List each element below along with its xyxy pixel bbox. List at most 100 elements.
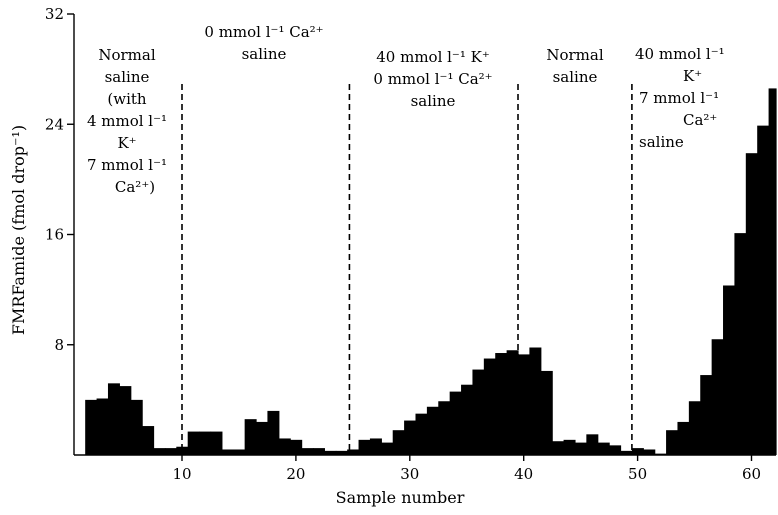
x-tick-label: 40 xyxy=(514,465,533,483)
condition-label-line: K⁺ xyxy=(117,134,136,152)
bar xyxy=(518,354,530,455)
bar xyxy=(119,386,132,455)
condition-label: Normal saline xyxy=(546,46,603,86)
bar xyxy=(563,439,576,455)
condition-label-line: saline xyxy=(411,92,456,110)
bar xyxy=(210,431,223,455)
x-tick-label: 60 xyxy=(742,465,761,483)
condition-label-line: 7 mmol l⁻¹ xyxy=(87,156,167,174)
bar xyxy=(381,442,394,455)
condition-label-line: Ca²⁺) xyxy=(115,178,155,196)
bar xyxy=(324,450,337,455)
bar xyxy=(700,375,713,455)
bar xyxy=(449,391,462,455)
condition-label-line: 40 mmol l⁻¹ xyxy=(635,45,725,63)
condition-label-line: 0 mmol l⁻¹ Ca²⁺ xyxy=(204,23,323,41)
x-tick-label: 30 xyxy=(400,465,419,483)
y-tick-label: 8 xyxy=(54,336,64,354)
bar xyxy=(688,401,701,455)
condition-label-line: Normal xyxy=(546,46,603,64)
x-tick-label: 10 xyxy=(172,465,191,483)
bar xyxy=(666,430,679,455)
bar xyxy=(301,448,314,455)
bar xyxy=(723,285,736,455)
bar xyxy=(358,439,371,455)
condition-label-line: 40 mmol l⁻¹ K⁺ xyxy=(376,48,490,66)
condition-label-line: 7 mmol l⁻¹ xyxy=(639,89,719,107)
condition-label-line: saline xyxy=(553,68,598,86)
x-tick-label: 20 xyxy=(286,465,305,483)
bar xyxy=(711,339,724,455)
condition-label: 0 mmol l⁻¹ Ca²⁺ saline xyxy=(204,23,323,63)
bar xyxy=(734,233,747,455)
y-tick-label: 16 xyxy=(45,226,64,244)
condition-label-line: (with xyxy=(107,90,147,108)
y-tick-label: 32 xyxy=(45,5,64,23)
bar xyxy=(290,439,303,455)
condition-label-line: Ca²⁺ xyxy=(683,111,717,129)
x-ticks: 10 20 30 40 50 60 xyxy=(172,455,761,483)
bar xyxy=(768,88,777,455)
x-tick-label: 50 xyxy=(628,465,647,483)
bar xyxy=(278,438,291,455)
bar xyxy=(677,421,690,455)
bar xyxy=(552,441,565,455)
bar xyxy=(609,445,622,455)
bar xyxy=(221,449,234,455)
bar xyxy=(745,153,758,456)
bar xyxy=(233,449,246,455)
condition-annotations: Normal saline (with 4 mmol l⁻¹ K⁺ 7 mmol l⁻¹ C… xyxy=(87,23,725,196)
condition-label: Normal saline (with 4 mmol l⁻¹ K⁺ 7 mmol l⁻¹ C… xyxy=(87,46,167,196)
bar xyxy=(426,406,439,455)
bar xyxy=(586,434,599,455)
bar xyxy=(438,401,451,455)
bar xyxy=(199,431,212,455)
bar xyxy=(256,421,269,455)
bar xyxy=(142,426,155,455)
bar xyxy=(347,449,360,455)
bar xyxy=(176,446,189,455)
bar xyxy=(130,399,143,455)
condition-label-line: K⁺ xyxy=(683,67,702,85)
bar xyxy=(574,442,587,455)
bar xyxy=(404,420,417,455)
bar xyxy=(472,369,485,455)
condition-label: 40 mmol l⁻¹ K⁺ 7 mmol l⁻¹ Ca²⁺ saline xyxy=(635,45,725,151)
bar xyxy=(415,413,428,455)
bar xyxy=(631,448,644,455)
bar xyxy=(267,410,280,455)
bar xyxy=(392,430,405,455)
bar xyxy=(153,448,166,455)
bar xyxy=(312,448,325,455)
condition-label-line: Normal xyxy=(98,46,155,64)
y-axis-title: FMRFamide (fmol drop⁻¹) xyxy=(9,125,28,335)
condition-label-line: saline xyxy=(639,133,684,151)
y-ticks: 8 16 24 32 xyxy=(45,5,74,354)
bar xyxy=(107,383,120,455)
bar xyxy=(620,450,633,455)
bar xyxy=(540,370,553,455)
bar xyxy=(483,358,496,455)
bar xyxy=(495,353,508,455)
bars-group xyxy=(85,88,777,456)
condition-dividers xyxy=(181,84,633,452)
bar xyxy=(643,449,656,455)
y-tick-label: 24 xyxy=(45,115,64,133)
condition-label-line: saline xyxy=(105,68,150,86)
bar xyxy=(85,399,98,455)
bar xyxy=(187,431,200,455)
bar xyxy=(529,347,542,455)
bar xyxy=(96,398,109,455)
bar xyxy=(335,450,348,455)
condition-label-line: 4 mmol l⁻¹ xyxy=(87,112,167,130)
x-axis-title: Sample number xyxy=(336,488,465,507)
bar xyxy=(369,438,382,455)
bar xyxy=(461,384,474,455)
bar xyxy=(506,350,519,455)
condition-label-line: 0 mmol l⁻¹ Ca²⁺ xyxy=(373,70,492,88)
condition-label-line: saline xyxy=(242,45,287,63)
bar xyxy=(244,419,257,455)
bar xyxy=(164,448,177,455)
condition-label: 40 mmol l⁻¹ K⁺ 0 mmol l⁻¹ Ca²⁺ saline xyxy=(373,48,492,110)
